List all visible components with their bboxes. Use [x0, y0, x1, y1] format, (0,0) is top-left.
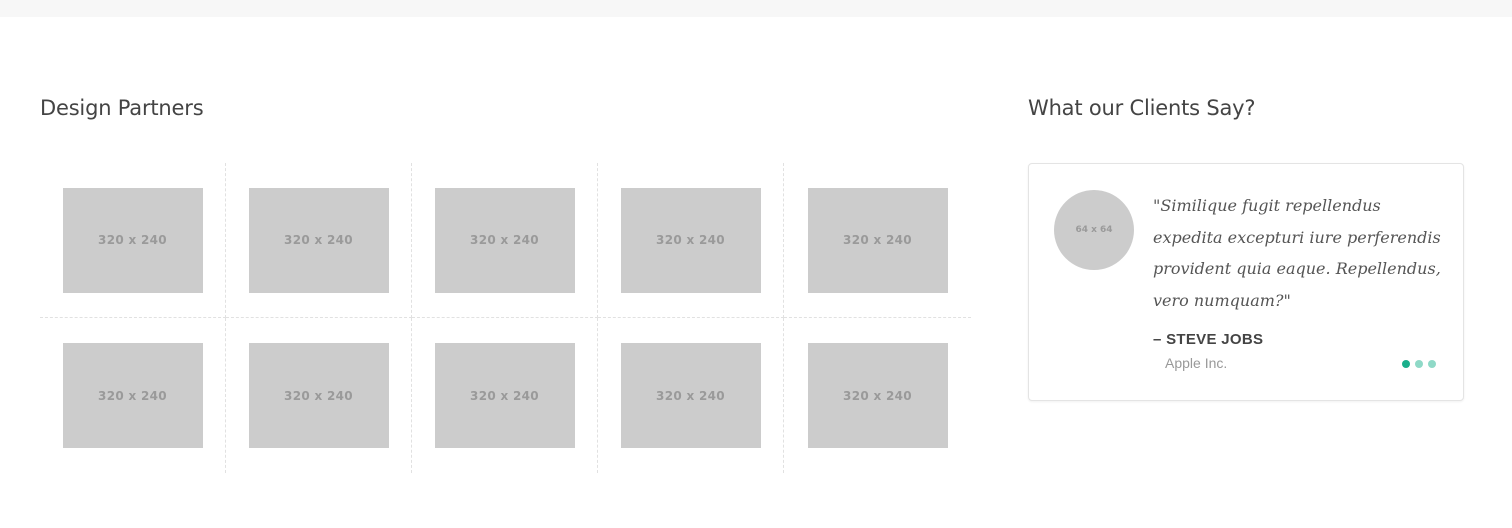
partner-logo-image: 320 x 240	[807, 187, 948, 293]
top-strip	[0, 0, 1512, 17]
partner-logo-image: 320 x 240	[62, 343, 203, 448]
partner-logo-image: 320 x 240	[620, 187, 761, 293]
partner-logo-cell[interactable]: 320 x 240	[226, 163, 412, 318]
partner-logo-cell[interactable]: 320 x 240	[412, 163, 598, 318]
testimonial-author: – STEVE JOBS	[1153, 331, 1264, 348]
partner-logo-cell[interactable]: 320 x 240	[40, 163, 226, 318]
testimonial-card: 64 x 64 "Similique fugit repellendus exp…	[1028, 163, 1464, 401]
partner-logo-image: 320 x 240	[434, 343, 575, 448]
carousel-dot-1[interactable]	[1402, 360, 1410, 368]
partner-logo-cell[interactable]: 320 x 240	[598, 163, 784, 318]
carousel-dot-3[interactable]	[1428, 360, 1436, 368]
partner-logo-image: 320 x 240	[807, 343, 948, 448]
partner-logo-cell[interactable]: 320 x 240	[40, 318, 226, 473]
partner-logo-image: 320 x 240	[248, 343, 389, 448]
partner-logo-cell[interactable]: 320 x 240	[412, 318, 598, 473]
testimonials-title: What our Clients Say?	[1028, 96, 1256, 120]
partner-logo-image: 320 x 240	[620, 343, 761, 448]
design-partners-title: Design Partners	[40, 96, 204, 120]
carousel-dot-2[interactable]	[1415, 360, 1423, 368]
avatar: 64 x 64	[1054, 190, 1134, 270]
testimonial-company: Apple Inc.	[1165, 355, 1228, 371]
partner-logo-cell[interactable]: 320 x 240	[784, 318, 971, 473]
partner-logo-cell[interactable]: 320 x 240	[784, 163, 971, 318]
testimonials-section: What our Clients Say? 64 x 64 "Similique…	[1028, 95, 1464, 401]
testimonial-quote: "Similique fugit repellendus expedita ex…	[1153, 196, 1441, 310]
design-partners-section: Design Partners 320 x 240 320 x 240 320 …	[40, 95, 971, 473]
partner-logo-image: 320 x 240	[434, 187, 575, 293]
partner-logo-cell[interactable]: 320 x 240	[226, 318, 412, 473]
partner-logo-cell[interactable]: 320 x 240	[598, 318, 784, 473]
partner-logo-grid: 320 x 240 320 x 240 320 x 240 320 x 240 …	[40, 163, 971, 473]
carousel-pagination	[1402, 360, 1436, 368]
partner-logo-image: 320 x 240	[62, 187, 203, 293]
partner-logo-image: 320 x 240	[248, 187, 389, 293]
